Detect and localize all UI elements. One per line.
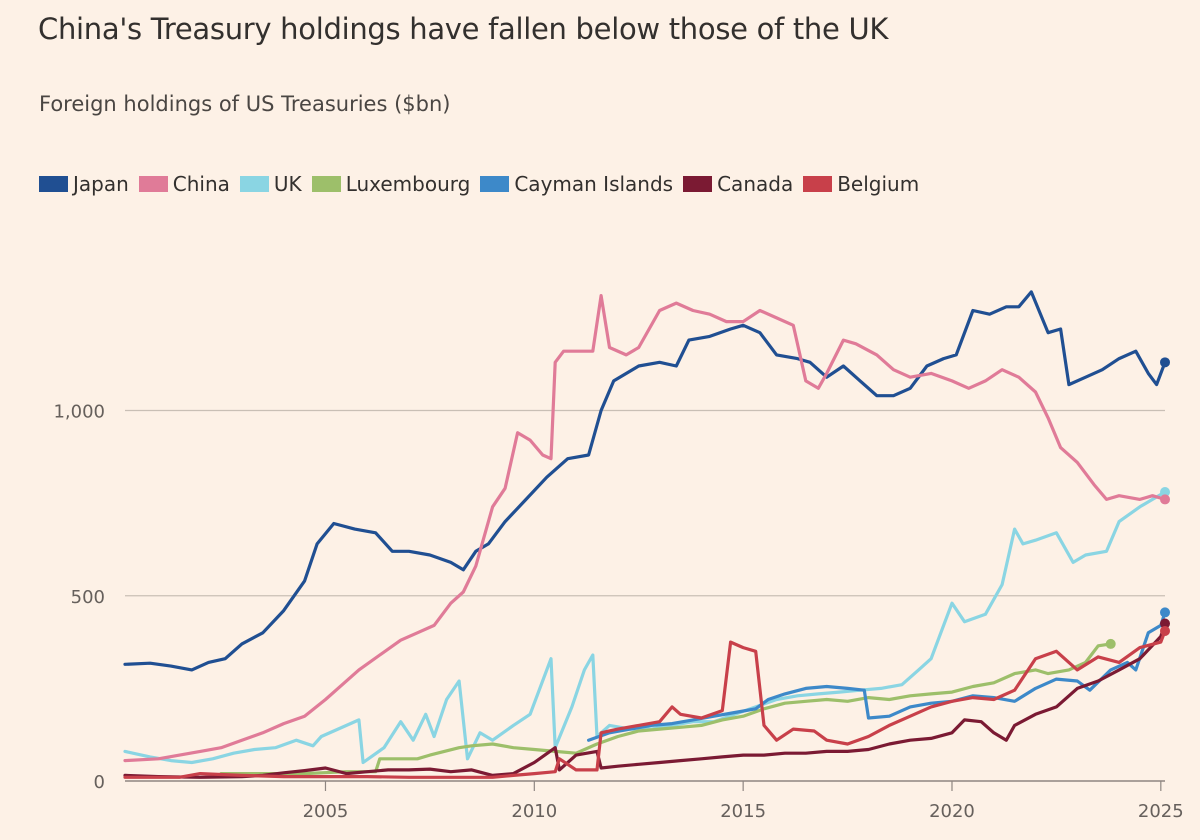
legend-swatch [138, 176, 168, 192]
gridlines: 0 500 1,000 [53, 402, 1165, 793]
legend-swatch [803, 176, 833, 192]
legend-item-cayman-islands: Cayman Islands [480, 172, 673, 196]
legend-swatch [39, 176, 68, 192]
legend-item-japan: Japan [39, 172, 129, 196]
legend-item-uk: UK [239, 172, 302, 196]
end-marker-cayman-islands [1160, 607, 1170, 618]
series-line-luxembourg [219, 642, 1113, 776]
y-tick-label: 0 [94, 772, 105, 793]
legend-label: Belgium [837, 172, 920, 196]
x-tick-label: 2025 [1138, 801, 1184, 822]
x-tick-label: 2015 [720, 801, 766, 822]
end-marker-canada [1160, 618, 1170, 629]
legend-swatch [683, 176, 713, 192]
chart-title: China's Treasury holdings have fallen be… [38, 12, 889, 46]
axes: 2005 2010 2015 2020 2025 [125, 780, 1184, 822]
y-tick-label: 1,000 [53, 402, 105, 423]
legend-label: Canada [717, 172, 794, 196]
legend-label: UK [273, 172, 302, 196]
series-end-markers [1105, 357, 1170, 649]
end-marker-luxembourg [1105, 638, 1116, 649]
series-line-belgium [123, 629, 1167, 779]
legend-item-canada: Canada [683, 172, 793, 196]
series-line-uk [123, 490, 1167, 765]
series-line-cayman-islands [586, 610, 1167, 742]
legend-item-luxembourg: Luxembourg [311, 172, 471, 196]
legend-label: Japan [73, 172, 129, 196]
legend-item-china: China [138, 172, 230, 196]
series-line-canada [123, 621, 1167, 779]
end-marker-china [1160, 494, 1170, 505]
series-line-japan [123, 290, 1167, 672]
y-tick-label: 500 [71, 587, 105, 608]
chart-subtitle: Foreign holdings of US Treasuries ($bn) [39, 92, 451, 116]
x-tick-label: 2010 [511, 801, 557, 822]
legend-swatch [239, 176, 269, 192]
end-marker-belgium [1160, 625, 1170, 636]
series-line-china [123, 294, 1167, 763]
legend-label: Cayman Islands [514, 172, 674, 196]
end-marker-uk [1160, 487, 1170, 498]
legend-label: Luxembourg [345, 172, 471, 196]
legend-swatch [480, 176, 510, 192]
end-marker-japan [1160, 357, 1170, 368]
series-lines [123, 290, 1167, 779]
legend-item-belgium: Belgium [803, 172, 919, 196]
x-tick-label: 2020 [929, 801, 975, 822]
legend-label: China [172, 172, 230, 196]
x-tick-label: 2005 [303, 801, 349, 822]
legend-swatch [311, 176, 341, 192]
legend: Japan China UK Luxembourg Cayman Islands Cana… [39, 172, 929, 196]
